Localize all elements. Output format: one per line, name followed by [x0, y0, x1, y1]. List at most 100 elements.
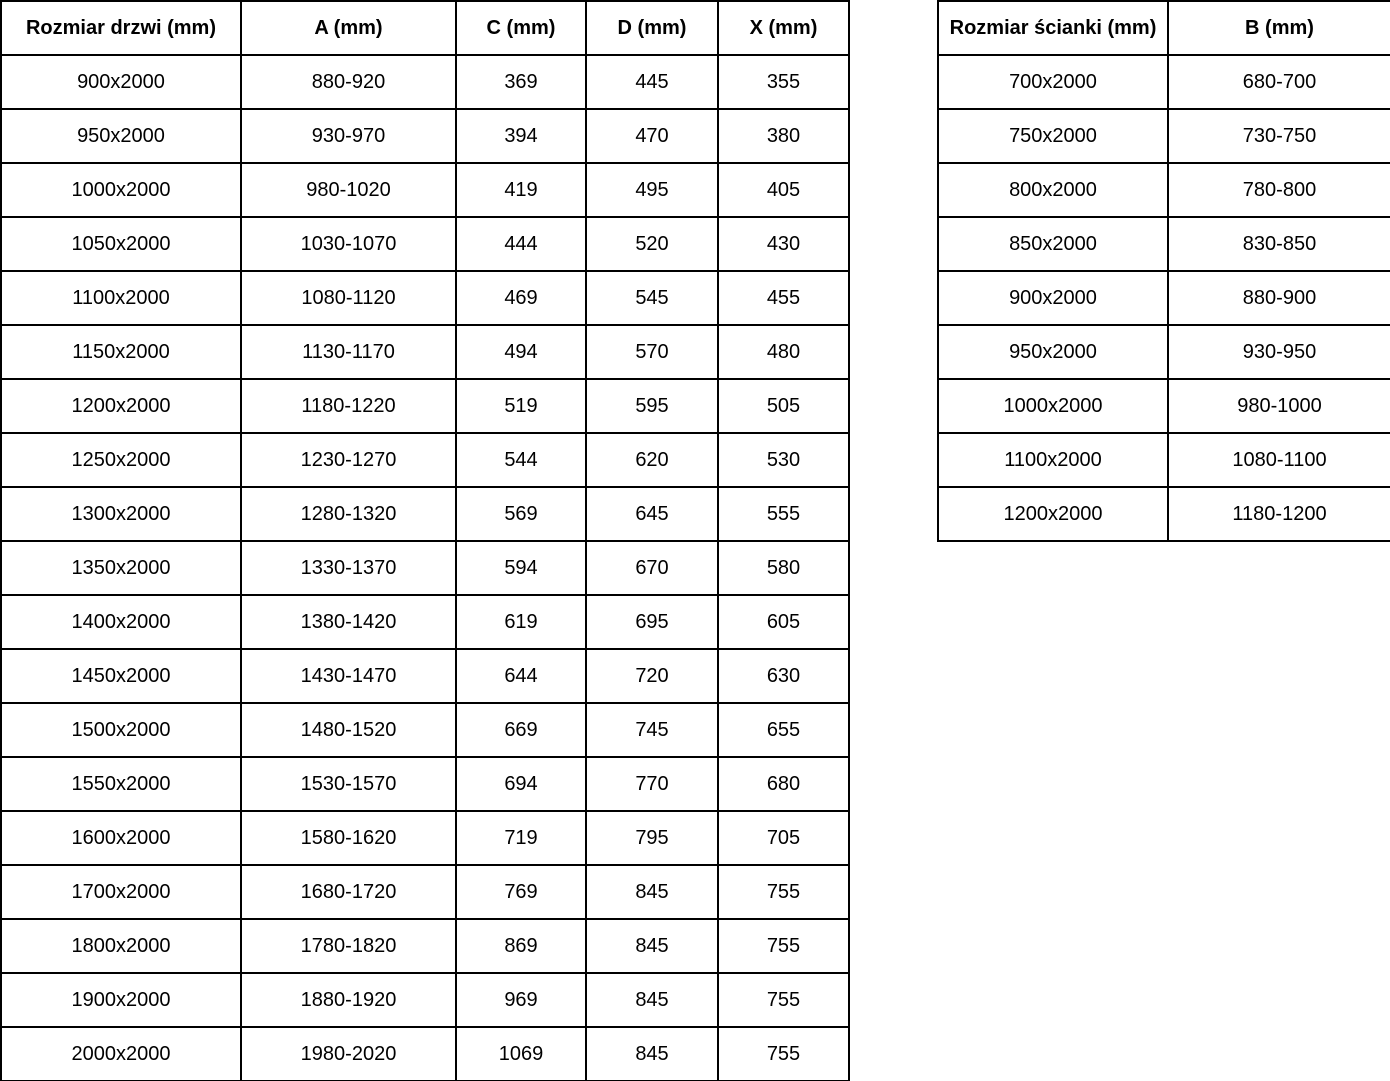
table-cell: 1200x2000 — [0, 378, 242, 434]
table-row: 1600x2000 1580-1620 719 795 705 — [0, 810, 850, 866]
table-cell: 845 — [585, 918, 719, 974]
table-cell: 845 — [585, 864, 719, 920]
table-cell: 745 — [585, 702, 719, 758]
table-cell: 505 — [717, 378, 850, 434]
header-row: Rozmiar ścianki (mm) B (mm) — [937, 0, 1390, 56]
table-cell: 1080-1100 — [1167, 432, 1390, 488]
table-cell: 1100x2000 — [0, 270, 242, 326]
table-cell: 1080-1120 — [240, 270, 457, 326]
table-row: 1450x2000 1430-1470 644 720 630 — [0, 648, 850, 704]
table-cell: 800x2000 — [937, 162, 1169, 218]
table-row: 1700x2000 1680-1720 769 845 755 — [0, 864, 850, 920]
table-cell: 1680-1720 — [240, 864, 457, 920]
table-row: 900x2000 880-900 — [937, 270, 1390, 326]
wall-size-table: Rozmiar ścianki (mm) B (mm) 700x2000 680-7… — [937, 0, 1390, 542]
table-cell: 494 — [455, 324, 587, 380]
table-cell: 1150x2000 — [0, 324, 242, 380]
table-cell: 569 — [455, 486, 587, 542]
header-cell: Rozmiar ścianki (mm) — [937, 0, 1169, 56]
table-cell: 700x2000 — [937, 54, 1169, 110]
table-cell: 1130-1170 — [240, 324, 457, 380]
table-cell: 1200x2000 — [937, 486, 1169, 542]
header-cell: B (mm) — [1167, 0, 1390, 56]
table-cell: 655 — [717, 702, 850, 758]
table-row: 1800x2000 1780-1820 869 845 755 — [0, 918, 850, 974]
table-cell: 1230-1270 — [240, 432, 457, 488]
table-row: 1250x2000 1230-1270 544 620 530 — [0, 432, 850, 488]
table-cell: 750x2000 — [937, 108, 1169, 164]
table-row: 1200x2000 1180-1200 — [937, 486, 1390, 542]
table-row: 1100x2000 1080-1120 469 545 455 — [0, 270, 850, 326]
table-row: 1050x2000 1030-1070 444 520 430 — [0, 216, 850, 272]
table-cell: 444 — [455, 216, 587, 272]
table-cell: 980-1000 — [1167, 378, 1390, 434]
wall-table-body: 700x2000 680-700 750x2000 730-750 800x2000 78… — [937, 54, 1390, 542]
table-cell: 1980-2020 — [240, 1026, 457, 1081]
table-row: 1100x2000 1080-1100 — [937, 432, 1390, 488]
table-cell: 645 — [585, 486, 719, 542]
table-cell: 850x2000 — [937, 216, 1169, 272]
table-cell: 1180-1220 — [240, 378, 457, 434]
table-cell: 1380-1420 — [240, 594, 457, 650]
table-cell: 950x2000 — [0, 108, 242, 164]
table-cell: 705 — [717, 810, 850, 866]
table-cell: 900x2000 — [937, 270, 1169, 326]
table-cell: 755 — [717, 1026, 850, 1081]
table-cell: 1330-1370 — [240, 540, 457, 596]
table-cell: 620 — [585, 432, 719, 488]
table-cell: 680-700 — [1167, 54, 1390, 110]
wall-table-header: Rozmiar ścianki (mm) B (mm) — [937, 0, 1390, 56]
table-cell: 469 — [455, 270, 587, 326]
table-row: 950x2000 930-950 — [937, 324, 1390, 380]
table-row: 900x2000 880-920 369 445 355 — [0, 54, 850, 110]
table-row: 1000x2000 980-1000 — [937, 378, 1390, 434]
table-cell: 520 — [585, 216, 719, 272]
table-cell: 419 — [455, 162, 587, 218]
table-cell: 519 — [455, 378, 587, 434]
table-cell: 369 — [455, 54, 587, 110]
table-row: 1150x2000 1130-1170 494 570 480 — [0, 324, 850, 380]
table-cell: 1900x2000 — [0, 972, 242, 1028]
table-cell: 1450x2000 — [0, 648, 242, 704]
table-cell: 470 — [585, 108, 719, 164]
table-cell: 355 — [717, 54, 850, 110]
table-cell: 380 — [717, 108, 850, 164]
table-cell: 1480-1520 — [240, 702, 457, 758]
table-cell: 769 — [455, 864, 587, 920]
table-cell: 530 — [717, 432, 850, 488]
table-cell: 980-1020 — [240, 162, 457, 218]
table-row: 800x2000 780-800 — [937, 162, 1390, 218]
table-cell: 1100x2000 — [937, 432, 1169, 488]
table-cell: 1050x2000 — [0, 216, 242, 272]
table-cell: 1350x2000 — [0, 540, 242, 596]
table-cell: 770 — [585, 756, 719, 812]
table-row: 1200x2000 1180-1220 519 595 505 — [0, 378, 850, 434]
table-row: 1350x2000 1330-1370 594 670 580 — [0, 540, 850, 596]
table-cell: 480 — [717, 324, 850, 380]
header-cell: D (mm) — [585, 0, 719, 56]
table-cell: 1530-1570 — [240, 756, 457, 812]
header-row: Rozmiar drzwi (mm) A (mm) C (mm) D (mm) X (m… — [0, 0, 850, 56]
table-cell: 755 — [717, 864, 850, 920]
table-cell: 1700x2000 — [0, 864, 242, 920]
table-row: 850x2000 830-850 — [937, 216, 1390, 272]
table-cell: 445 — [585, 54, 719, 110]
table-cell: 605 — [717, 594, 850, 650]
table-cell: 694 — [455, 756, 587, 812]
table-cell: 755 — [717, 972, 850, 1028]
table-cell: 1430-1470 — [240, 648, 457, 704]
table-cell: 495 — [585, 162, 719, 218]
table-cell: 2000x2000 — [0, 1026, 242, 1081]
table-cell: 1000x2000 — [937, 378, 1169, 434]
door-table-body: 900x2000 880-920 369 445 355 950x2000 930-970 3… — [0, 54, 850, 1081]
table-row: 1500x2000 1480-1520 669 745 655 — [0, 702, 850, 758]
header-cell: A (mm) — [240, 0, 457, 56]
table-row: 2000x2000 1980-2020 1069 845 755 — [0, 1026, 850, 1081]
table-cell: 880-920 — [240, 54, 457, 110]
door-table-header: Rozmiar drzwi (mm) A (mm) C (mm) D (mm) X (m… — [0, 0, 850, 56]
table-cell: 455 — [717, 270, 850, 326]
table-row: 1000x2000 980-1020 419 495 405 — [0, 162, 850, 218]
table-cell: 695 — [585, 594, 719, 650]
table-cell: 1400x2000 — [0, 594, 242, 650]
